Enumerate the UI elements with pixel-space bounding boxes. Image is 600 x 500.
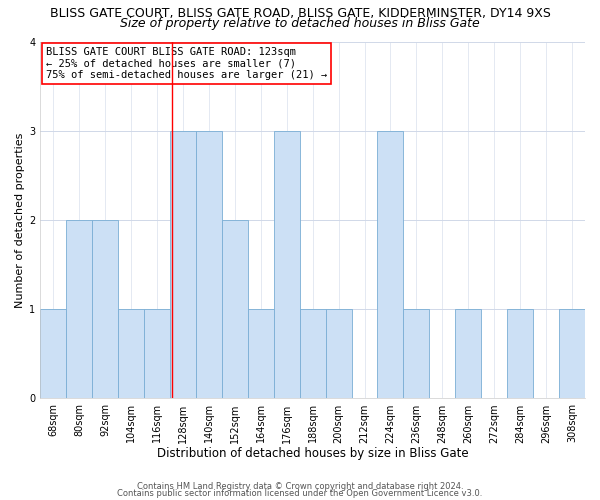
Bar (299, 309, 326, 398)
Bar (170, 130, 196, 398)
Bar (222, 220, 248, 398)
Bar (274, 130, 299, 398)
Text: Contains HM Land Registry data © Crown copyright and database right 2024.: Contains HM Land Registry data © Crown c… (137, 482, 463, 491)
Bar (326, 309, 352, 398)
Bar (118, 309, 144, 398)
Bar (403, 309, 430, 398)
Bar (144, 309, 170, 398)
Bar (40, 309, 66, 398)
Text: Contains public sector information licensed under the Open Government Licence v3: Contains public sector information licen… (118, 489, 482, 498)
Bar (559, 309, 585, 398)
Bar (196, 130, 222, 398)
Bar (455, 309, 481, 398)
Y-axis label: Number of detached properties: Number of detached properties (15, 132, 25, 308)
X-axis label: Distribution of detached houses by size in Bliss Gate: Distribution of detached houses by size … (157, 447, 469, 460)
Text: Size of property relative to detached houses in Bliss Gate: Size of property relative to detached ho… (120, 16, 480, 30)
Text: BLISS GATE COURT, BLISS GATE ROAD, BLISS GATE, KIDDERMINSTER, DY14 9XS: BLISS GATE COURT, BLISS GATE ROAD, BLISS… (50, 8, 550, 20)
Bar (248, 309, 274, 398)
Bar (377, 130, 403, 398)
Bar (507, 309, 533, 398)
Bar (92, 220, 118, 398)
Text: BLISS GATE COURT BLISS GATE ROAD: 123sqm
← 25% of detached houses are smaller (7: BLISS GATE COURT BLISS GATE ROAD: 123sqm… (46, 47, 327, 80)
Bar (66, 220, 92, 398)
